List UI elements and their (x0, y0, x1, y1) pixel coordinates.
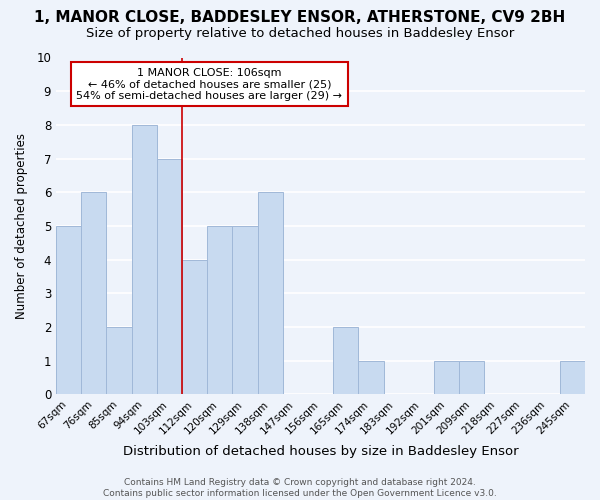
Bar (358, 361, 383, 394)
X-axis label: Distribution of detached houses by size in Baddesley Ensor: Distribution of detached houses by size … (123, 444, 518, 458)
Bar (56, 226, 81, 394)
Bar (131, 125, 157, 394)
Y-axis label: Number of detached properties: Number of detached properties (15, 133, 28, 319)
Bar (81, 192, 106, 394)
Bar (257, 192, 283, 394)
Text: 1, MANOR CLOSE, BADDESLEY ENSOR, ATHERSTONE, CV9 2BH: 1, MANOR CLOSE, BADDESLEY ENSOR, ATHERST… (34, 10, 566, 25)
Bar (434, 361, 459, 394)
Bar (560, 361, 585, 394)
Text: 1 MANOR CLOSE: 106sqm
← 46% of detached houses are smaller (25)
54% of semi-deta: 1 MANOR CLOSE: 106sqm ← 46% of detached … (76, 68, 343, 101)
Bar (182, 260, 207, 394)
Text: Size of property relative to detached houses in Baddesley Ensor: Size of property relative to detached ho… (86, 28, 514, 40)
Bar (232, 226, 257, 394)
Text: Contains HM Land Registry data © Crown copyright and database right 2024.
Contai: Contains HM Land Registry data © Crown c… (103, 478, 497, 498)
Bar (459, 361, 484, 394)
Bar (157, 158, 182, 394)
Bar (207, 226, 232, 394)
Bar (333, 327, 358, 394)
Bar (106, 327, 131, 394)
